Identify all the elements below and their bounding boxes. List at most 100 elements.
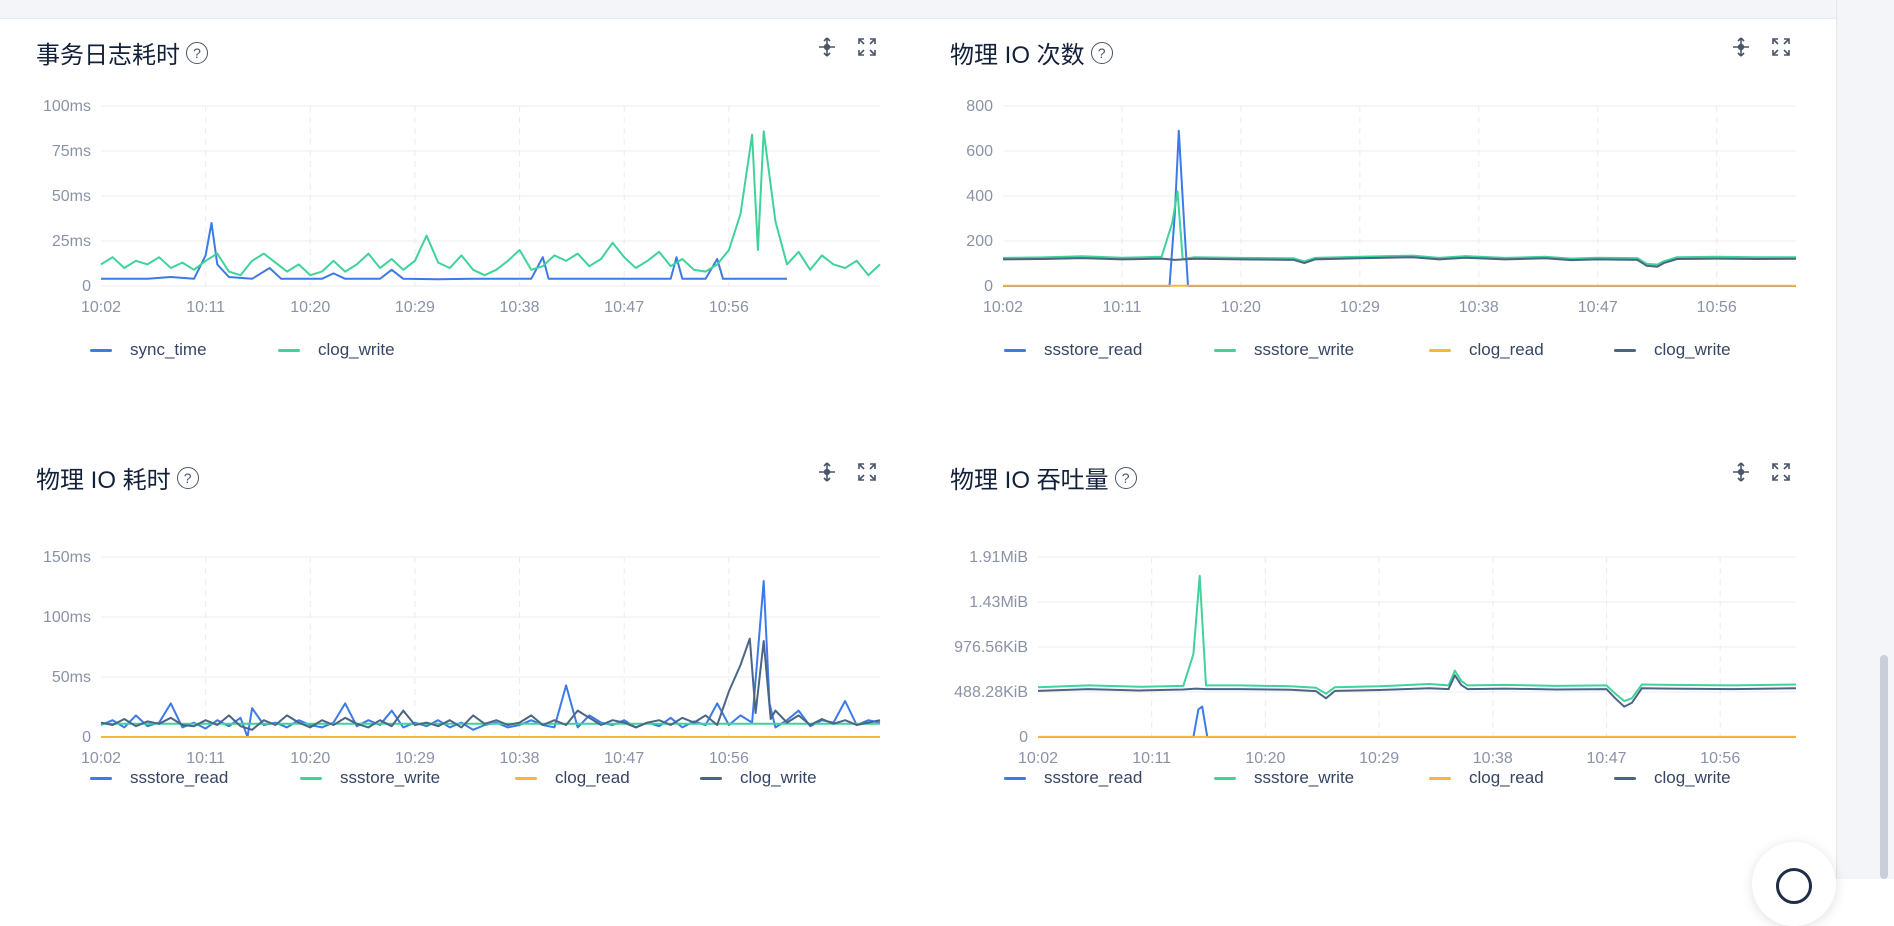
floating-action-button[interactable]: [1752, 842, 1836, 926]
x-tick-label: 10:38: [500, 299, 540, 316]
legend-swatch: [1004, 776, 1026, 780]
legend-swatch: [278, 348, 300, 352]
help-icon[interactable]: ?: [1090, 41, 1113, 64]
series-line-clog-write[interactable]: [100, 637, 881, 731]
y-tick-label: 0: [1019, 729, 1028, 746]
legend-item-sync-time[interactable]: sync_time: [90, 340, 207, 360]
legend-label: ssstore_read: [1044, 340, 1143, 359]
legend-item-ssstore-read[interactable]: ssstore_read: [1004, 768, 1142, 788]
crosshair-icon[interactable]: [1730, 461, 1752, 483]
legend-swatch: [1429, 348, 1451, 352]
legend-item-ssstore-write[interactable]: ssstore_write: [1214, 340, 1354, 360]
scrollbar-thumb[interactable]: [1880, 655, 1888, 879]
legend-item-clog-read[interactable]: clog_read: [1429, 340, 1544, 360]
panel-title: 物理 IO 吞吐量?: [950, 460, 1137, 495]
x-tick-label: 10:47: [1578, 299, 1618, 316]
legend-item-clog-write[interactable]: clog_write: [1614, 768, 1731, 788]
x-tick-label: 10:02: [81, 750, 121, 767]
x-tick-label: 10:29: [1340, 299, 1380, 316]
legend-label: ssstore_write: [1254, 340, 1355, 359]
y-tick-label: 100ms: [43, 609, 91, 626]
x-tick-label: 10:02: [983, 299, 1023, 316]
legend-item-ssstore-write[interactable]: ssstore_write: [1214, 768, 1354, 788]
line-chart[interactable]: 0 50ms 100ms 150ms 10:02 10:11 10:20 10:29 10:38…: [0, 515, 881, 767]
legend-swatch: [90, 776, 112, 780]
series-line-ssstore-read[interactable]: [100, 580, 881, 738]
help-icon[interactable]: ?: [176, 466, 199, 489]
fullscreen-icon[interactable]: [1770, 36, 1792, 58]
legend-swatch: [1214, 348, 1236, 352]
legend-swatch: [515, 776, 537, 780]
line-chart[interactable]: 0 25ms 50ms 75ms 100ms 10:02 10:11 10:20 10:29 10…: [0, 90, 881, 330]
x-tick-label: 10:56: [709, 750, 749, 767]
legend-item-clog-read[interactable]: clog_read: [515, 768, 630, 788]
y-tick-label: 150ms: [43, 549, 91, 566]
panel-title-text: 物理 IO 次数: [950, 42, 1085, 69]
panel-physical-io-count: 物理 IO 次数? 0 200 400 600 800 10:02 10:11 10:20 10:…: [914, 0, 1797, 400]
panel-title: 事务日志耗时?: [36, 35, 208, 70]
help-icon[interactable]: ?: [1114, 466, 1137, 489]
line-chart[interactable]: 0 200 400 600 800 10:02 10:11 10:20 10:29 10:38 10…: [914, 90, 1797, 330]
y-tick-label: 0: [82, 729, 91, 746]
panel-tools: [1730, 36, 1792, 58]
fullscreen-icon[interactable]: [856, 461, 878, 483]
legend-item-ssstore-read[interactable]: ssstore_read: [90, 768, 228, 788]
legend-item-clog-read[interactable]: clog_read: [1429, 768, 1544, 788]
x-tick-label: 10:11: [186, 750, 225, 767]
legend-label: ssstore_read: [130, 768, 229, 787]
series-line-clog-write[interactable]: [100, 130, 881, 277]
legend-item-ssstore-read[interactable]: ssstore_read: [1004, 340, 1142, 360]
line-chart[interactable]: 0 488.28KiB 976.56KiB 1.43MiB 1.91MiB 10:02 10…: [914, 515, 1797, 767]
panel-title-text: 物理 IO 吞吐量: [950, 467, 1109, 494]
panel-title: 物理 IO 耗时?: [36, 460, 199, 495]
y-tick-label: 976.56KiB: [954, 639, 1028, 656]
x-tick-label: 10:38: [500, 750, 540, 767]
help-icon[interactable]: ?: [186, 41, 208, 64]
crosshair-icon[interactable]: [1730, 36, 1752, 58]
y-tick-label: 1.91MiB: [969, 549, 1028, 566]
top-band: [0, 0, 1836, 19]
y-tick-label: 25ms: [52, 233, 91, 250]
x-tick-label: 10:02: [1018, 750, 1058, 767]
panel-title-text: 事务日志耗时: [36, 42, 180, 69]
y-tick-label: 400: [966, 188, 993, 205]
legend-swatch: [300, 776, 322, 780]
series-line-ssstore-write[interactable]: [1037, 574, 1797, 703]
x-tick-label: 10:29: [1359, 750, 1399, 767]
legend-label: clog_read: [555, 768, 630, 787]
y-tick-label: 200: [966, 233, 993, 250]
legend-swatch: [1429, 776, 1451, 780]
panel-title-text: 物理 IO 耗时: [36, 467, 171, 494]
series-line-clog-write[interactable]: [1037, 674, 1797, 708]
legend-swatch: [1214, 776, 1236, 780]
panel-txn-log-latency: 事务日志耗时? 0 25ms 50ms 75ms 100ms 10:02 10:11 10:20…: [0, 0, 881, 400]
fullscreen-icon[interactable]: [1770, 461, 1792, 483]
x-tick-label: 10:47: [1586, 750, 1626, 767]
series-line-ssstore-write[interactable]: [1002, 190, 1796, 266]
x-tick-label: 10:29: [395, 299, 435, 316]
x-tick-label: 10:56: [1697, 299, 1737, 316]
legend-label: ssstore_write: [340, 768, 441, 787]
x-tick-label: 10:11: [1132, 750, 1171, 767]
x-tick-label: 10:11: [1103, 299, 1142, 316]
crosshair-icon[interactable]: [816, 461, 838, 483]
legend-item-ssstore-write[interactable]: ssstore_write: [300, 768, 440, 788]
floating-action-icon: [1776, 868, 1812, 904]
fullscreen-icon[interactable]: [856, 36, 878, 58]
legend-item-clog-write[interactable]: clog_write: [278, 340, 395, 360]
legend-label: clog_read: [1469, 768, 1544, 787]
legend-label: clog_write: [1654, 768, 1731, 787]
legend-label: ssstore_read: [1044, 768, 1143, 787]
legend-item-clog-write[interactable]: clog_write: [700, 768, 817, 788]
series-line-sync-time[interactable]: [101, 222, 787, 281]
crosshair-icon[interactable]: [816, 36, 838, 58]
y-tick-label: 0: [82, 278, 91, 295]
x-tick-label: 10:20: [290, 750, 330, 767]
x-tick-label: 10:20: [290, 299, 330, 316]
panel-tools: [1730, 461, 1792, 483]
series-line-clog-write[interactable]: [1002, 256, 1797, 268]
y-tick-label: 50ms: [52, 669, 91, 686]
legend-item-clog-write[interactable]: clog_write: [1614, 340, 1731, 360]
panel-title: 物理 IO 次数?: [950, 35, 1113, 70]
panel-physical-io-latency: 物理 IO 耗时? 0 50ms 100ms 150ms 10:02 10:11 10:20 1…: [0, 425, 881, 825]
